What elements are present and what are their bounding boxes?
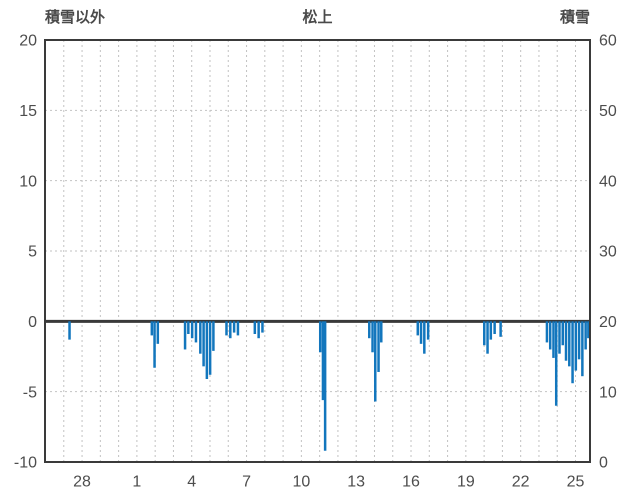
left-axis-tick-label: 20 [19, 33, 37, 50]
right-axis-title: 積雪 [559, 9, 590, 26]
data-bar [68, 321, 71, 340]
data-bar [416, 321, 420, 336]
data-bar [554, 321, 558, 406]
left-axis-tick-label: 0 [28, 314, 37, 331]
x-axis-tick-label: 13 [347, 474, 365, 491]
right-axis-tick-label: 50 [599, 103, 617, 120]
data-bar [368, 321, 371, 339]
data-bar [253, 321, 257, 334]
data-bar [205, 321, 209, 380]
right-axis-tick-label: 20 [599, 314, 617, 331]
data-bar [257, 321, 260, 339]
data-bar [194, 321, 198, 343]
right-axis-tick-label: 0 [599, 455, 608, 472]
left-axis-tick-label: -5 [23, 384, 37, 401]
left-axis-tick-label: -10 [14, 455, 37, 472]
x-axis-tick-label: 22 [512, 474, 530, 491]
data-bar [568, 321, 571, 367]
left-axis-tick-label: 5 [28, 244, 37, 261]
data-bar [489, 321, 493, 340]
plot-frame [44, 39, 591, 463]
data-bar [229, 321, 232, 339]
data-bar [423, 321, 426, 354]
data-bar [225, 321, 228, 336]
data-bar [190, 321, 194, 339]
data-bar [318, 321, 322, 353]
data-bar [564, 321, 568, 361]
x-axis-tick-label: 16 [402, 474, 420, 491]
data-bar [587, 321, 590, 339]
data-bar [153, 321, 156, 368]
data-bar [486, 321, 489, 354]
data-bar [380, 321, 383, 343]
x-axis-tick-label: 1 [132, 474, 141, 491]
data-bar [232, 321, 236, 333]
data-bar [571, 321, 574, 384]
data-bar [426, 321, 430, 340]
right-axis-tick-label: 30 [599, 244, 617, 261]
data-bar [548, 321, 552, 350]
data-bar [374, 321, 377, 402]
data-bar [321, 321, 325, 401]
data-bar [545, 321, 549, 343]
data-bar [577, 321, 581, 360]
data-bar [419, 321, 423, 344]
data-bar [208, 321, 212, 375]
data-bar [187, 321, 190, 334]
data-bar [493, 321, 496, 334]
right-axis-tick-label: 40 [599, 173, 617, 190]
x-axis-tick-label: 10 [292, 474, 310, 491]
left-axis-title: 積雪以外 [45, 9, 106, 26]
data-bar [483, 321, 486, 346]
data-bar [371, 321, 374, 353]
data-bar [212, 321, 215, 351]
data-bar [581, 321, 584, 377]
left-axis-tick-label: 10 [19, 173, 37, 190]
data-bar [202, 321, 205, 367]
data-bar [183, 321, 187, 350]
data-bar [261, 321, 264, 333]
data-bar [561, 321, 564, 346]
data-bar [150, 321, 154, 336]
data-bar [377, 321, 380, 372]
x-axis-tick-label: 28 [73, 474, 91, 491]
right-axis-tick-label: 60 [599, 33, 617, 50]
x-axis-tick-label: 7 [242, 474, 251, 491]
data-bar [156, 321, 160, 344]
data-bar [199, 321, 202, 354]
chart-title: 松上 [302, 9, 333, 26]
left-axis-tick-label: 15 [19, 103, 37, 120]
x-axis-tick-label: 25 [567, 474, 585, 491]
data-bar [236, 321, 240, 336]
data-bar [499, 321, 502, 337]
data-bar [574, 321, 578, 371]
data-bar [584, 321, 587, 350]
x-axis-tick-label: 19 [457, 474, 475, 491]
chart-header: 積雪以外 松上 積雪 [0, 6, 636, 30]
right-axis-tick-label: 10 [599, 384, 617, 401]
data-bar [558, 321, 561, 354]
data-bar [323, 321, 327, 451]
x-axis-tick-label: 4 [187, 474, 196, 491]
data-bar [552, 321, 555, 358]
